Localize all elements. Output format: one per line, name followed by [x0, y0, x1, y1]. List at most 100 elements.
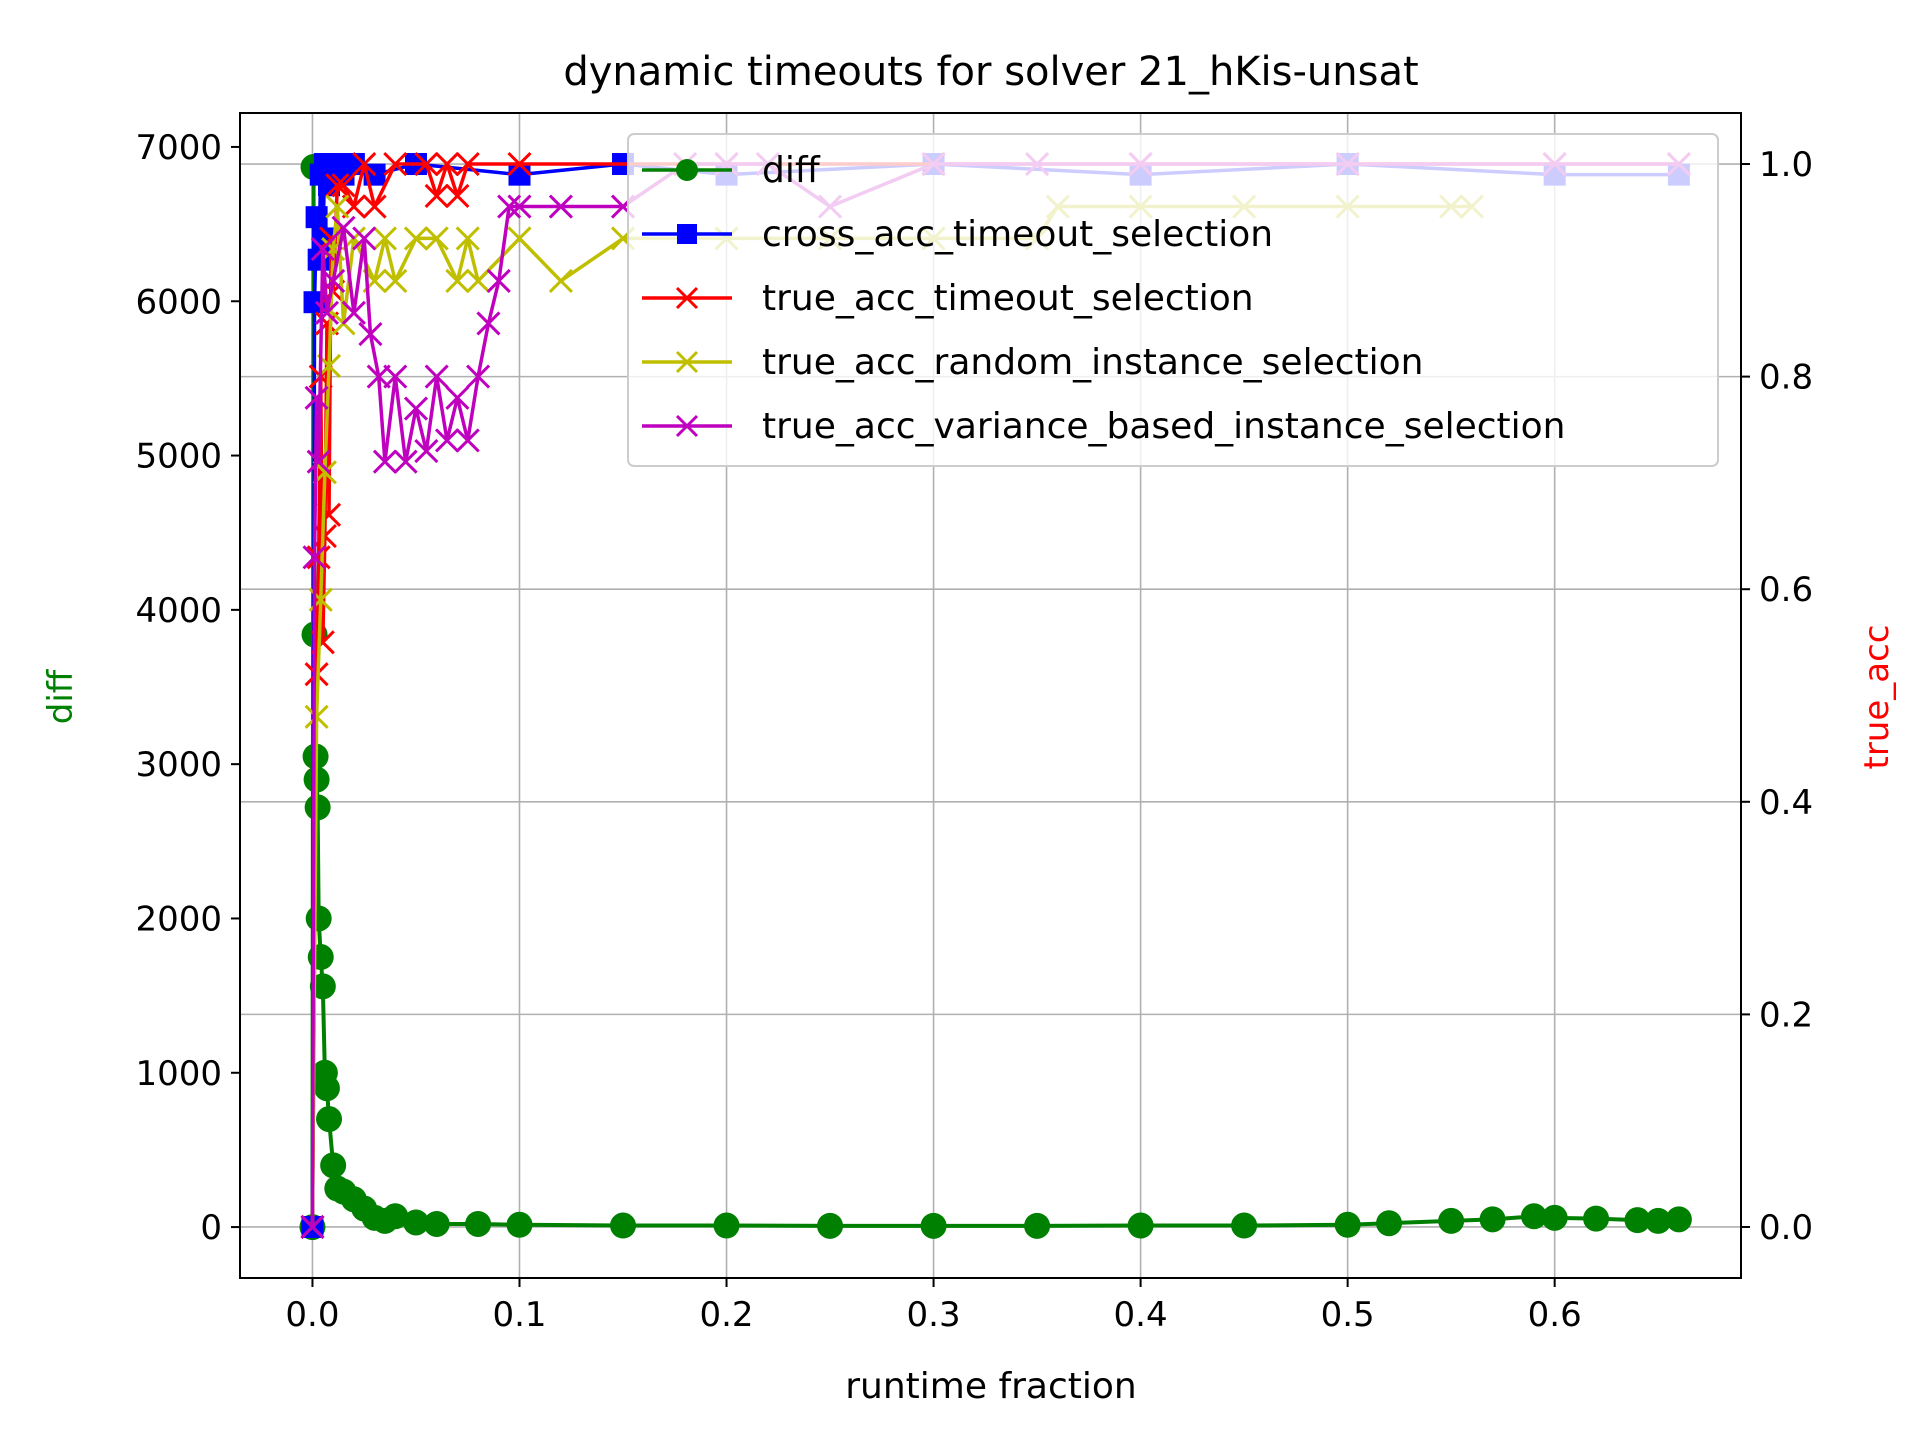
data-point-diff — [1665, 1206, 1692, 1233]
data-point-true_variance — [414, 438, 439, 464]
data-point-true_variance — [393, 449, 418, 474]
legend-entry-true_random: true_acc_random_instance_selection — [642, 342, 1423, 383]
data-point-true_random — [466, 268, 491, 294]
data-point-true_random — [372, 226, 397, 251]
y-left-tick-label: 7000 — [135, 128, 222, 168]
data-point-diff — [1231, 1212, 1258, 1239]
data-point-true_timeout — [331, 173, 356, 198]
legend-entry-cross: cross_acc_timeout_selection — [642, 214, 1273, 255]
x-axis: 0.0 0.1 0.2 0.3 0.4 0.5 0.6 — [285, 1278, 1582, 1335]
data-point-true_random — [403, 226, 429, 251]
data-point-diff — [1438, 1207, 1465, 1234]
x-tick-label: 0.3 — [907, 1295, 961, 1335]
data-point-diff — [1024, 1212, 1051, 1239]
data-point-true_variance — [383, 364, 408, 389]
data-point-true_random — [455, 226, 480, 251]
data-point-true_variance — [466, 364, 491, 389]
legend: diff cross_acc_timeout_selection true_acc_… — [627, 133, 1719, 467]
data-point-true_variance — [352, 226, 377, 251]
data-point-diff — [382, 1203, 409, 1230]
data-point-true_timeout — [352, 151, 377, 177]
data-point-true_random — [304, 704, 329, 729]
data-point-diff — [1645, 1207, 1672, 1234]
data-point-diff — [305, 905, 332, 932]
data-point-diff — [1541, 1204, 1568, 1231]
y-right-tick-label: 0.8 — [1759, 358, 1813, 398]
data-point-diff — [1376, 1210, 1403, 1237]
data-point-true_timeout — [325, 173, 350, 198]
y-axis-left-label: diff — [41, 668, 81, 724]
data-point-true_timeout — [455, 151, 480, 177]
y-axis-right-label: true_acc — [1857, 625, 1897, 770]
data-point-diff — [713, 1212, 740, 1239]
x-tick-label: 0.4 — [1114, 1295, 1168, 1335]
legend-marker-true_timeout — [675, 286, 699, 310]
data-point-true_variance — [434, 428, 460, 453]
legend-label-diff: diff — [762, 150, 821, 191]
x-tick-label: 0.6 — [1528, 1295, 1582, 1335]
data-point-diff — [1520, 1203, 1547, 1230]
data-point-true_random — [383, 268, 408, 294]
x-tick-label: 0.5 — [1321, 1295, 1375, 1335]
y-right-tick-label: 1.0 — [1759, 145, 1813, 185]
data-point-true_variance — [476, 311, 501, 336]
data-point-true_timeout — [507, 151, 532, 177]
data-point-diff — [316, 1106, 343, 1133]
data-point-true_timeout — [445, 183, 470, 208]
x-tick-label: 0.2 — [699, 1295, 753, 1335]
data-point-true_variance — [358, 322, 383, 347]
data-point-diff — [313, 1075, 340, 1102]
y-right-tick-label: 0.6 — [1759, 570, 1813, 610]
plot-frame — [239, 112, 1742, 1279]
data-point-true_variance — [304, 385, 329, 410]
data-point-true_variance — [321, 268, 346, 294]
y-left-tick-label: 0 — [200, 1208, 222, 1248]
data-point-true_variance — [486, 268, 511, 294]
data-point-true_timeout — [306, 545, 331, 570]
data-point-true_timeout — [424, 183, 449, 208]
y-right-tick-label: 0.4 — [1759, 783, 1813, 823]
data-point-true_timeout — [383, 151, 408, 177]
chart-title: dynamic timeouts for solver 21_hKis-unsa… — [563, 49, 1418, 95]
data-point-diff — [817, 1212, 844, 1239]
data-point-true_variance — [424, 364, 449, 389]
data-point-true_variance — [455, 428, 480, 453]
legend-entry-true_variance: true_acc_variance_based_instance_selecti… — [642, 406, 1566, 447]
data-point-true_variance — [403, 396, 429, 421]
x-axis-label: runtime fraction — [845, 1366, 1137, 1407]
y-left-tick-label: 3000 — [135, 745, 222, 785]
y-left-tick-label: 5000 — [135, 437, 222, 477]
data-point-true_timeout — [434, 151, 460, 177]
legend-marker-true_random — [675, 350, 699, 374]
y-left-tick-label: 2000 — [135, 899, 222, 939]
data-point-true_variance — [507, 194, 532, 219]
y-left-tick-label: 1000 — [135, 1054, 222, 1094]
legend-marker-cross — [677, 224, 697, 244]
legend-label-true_variance: true_acc_variance_based_instance_selecti… — [762, 406, 1566, 447]
data-point-cross — [508, 163, 531, 186]
data-point-diff — [304, 794, 331, 821]
legend-label-true_timeout: true_acc_timeout_selection — [762, 278, 1254, 319]
data-point-true_variance — [372, 449, 397, 474]
legend-entry-diff: diff — [642, 150, 821, 191]
series-diff — [299, 154, 1692, 1241]
data-point-diff — [1583, 1205, 1610, 1232]
legend-marker-diff — [676, 159, 698, 181]
data-point-true_random — [325, 194, 350, 219]
data-point-true_random — [548, 268, 573, 294]
legend-marker-true_variance — [675, 414, 699, 438]
legend-entry-true_timeout: true_acc_timeout_selection — [642, 278, 1254, 319]
data-point-true_variance — [310, 236, 335, 262]
data-point-diff — [423, 1210, 450, 1237]
data-point-true_variance — [302, 545, 327, 570]
data-point-true_variance — [331, 215, 356, 240]
data-point-diff — [1127, 1212, 1154, 1239]
data-point-diff — [1624, 1207, 1651, 1234]
y-right-tick-label: 0.2 — [1759, 995, 1813, 1035]
data-point-true_timeout — [312, 523, 337, 549]
data-point-true_variance — [497, 194, 522, 219]
data-point-diff — [1479, 1206, 1506, 1233]
data-point-diff — [920, 1212, 947, 1239]
data-point-true_timeout — [362, 194, 387, 219]
